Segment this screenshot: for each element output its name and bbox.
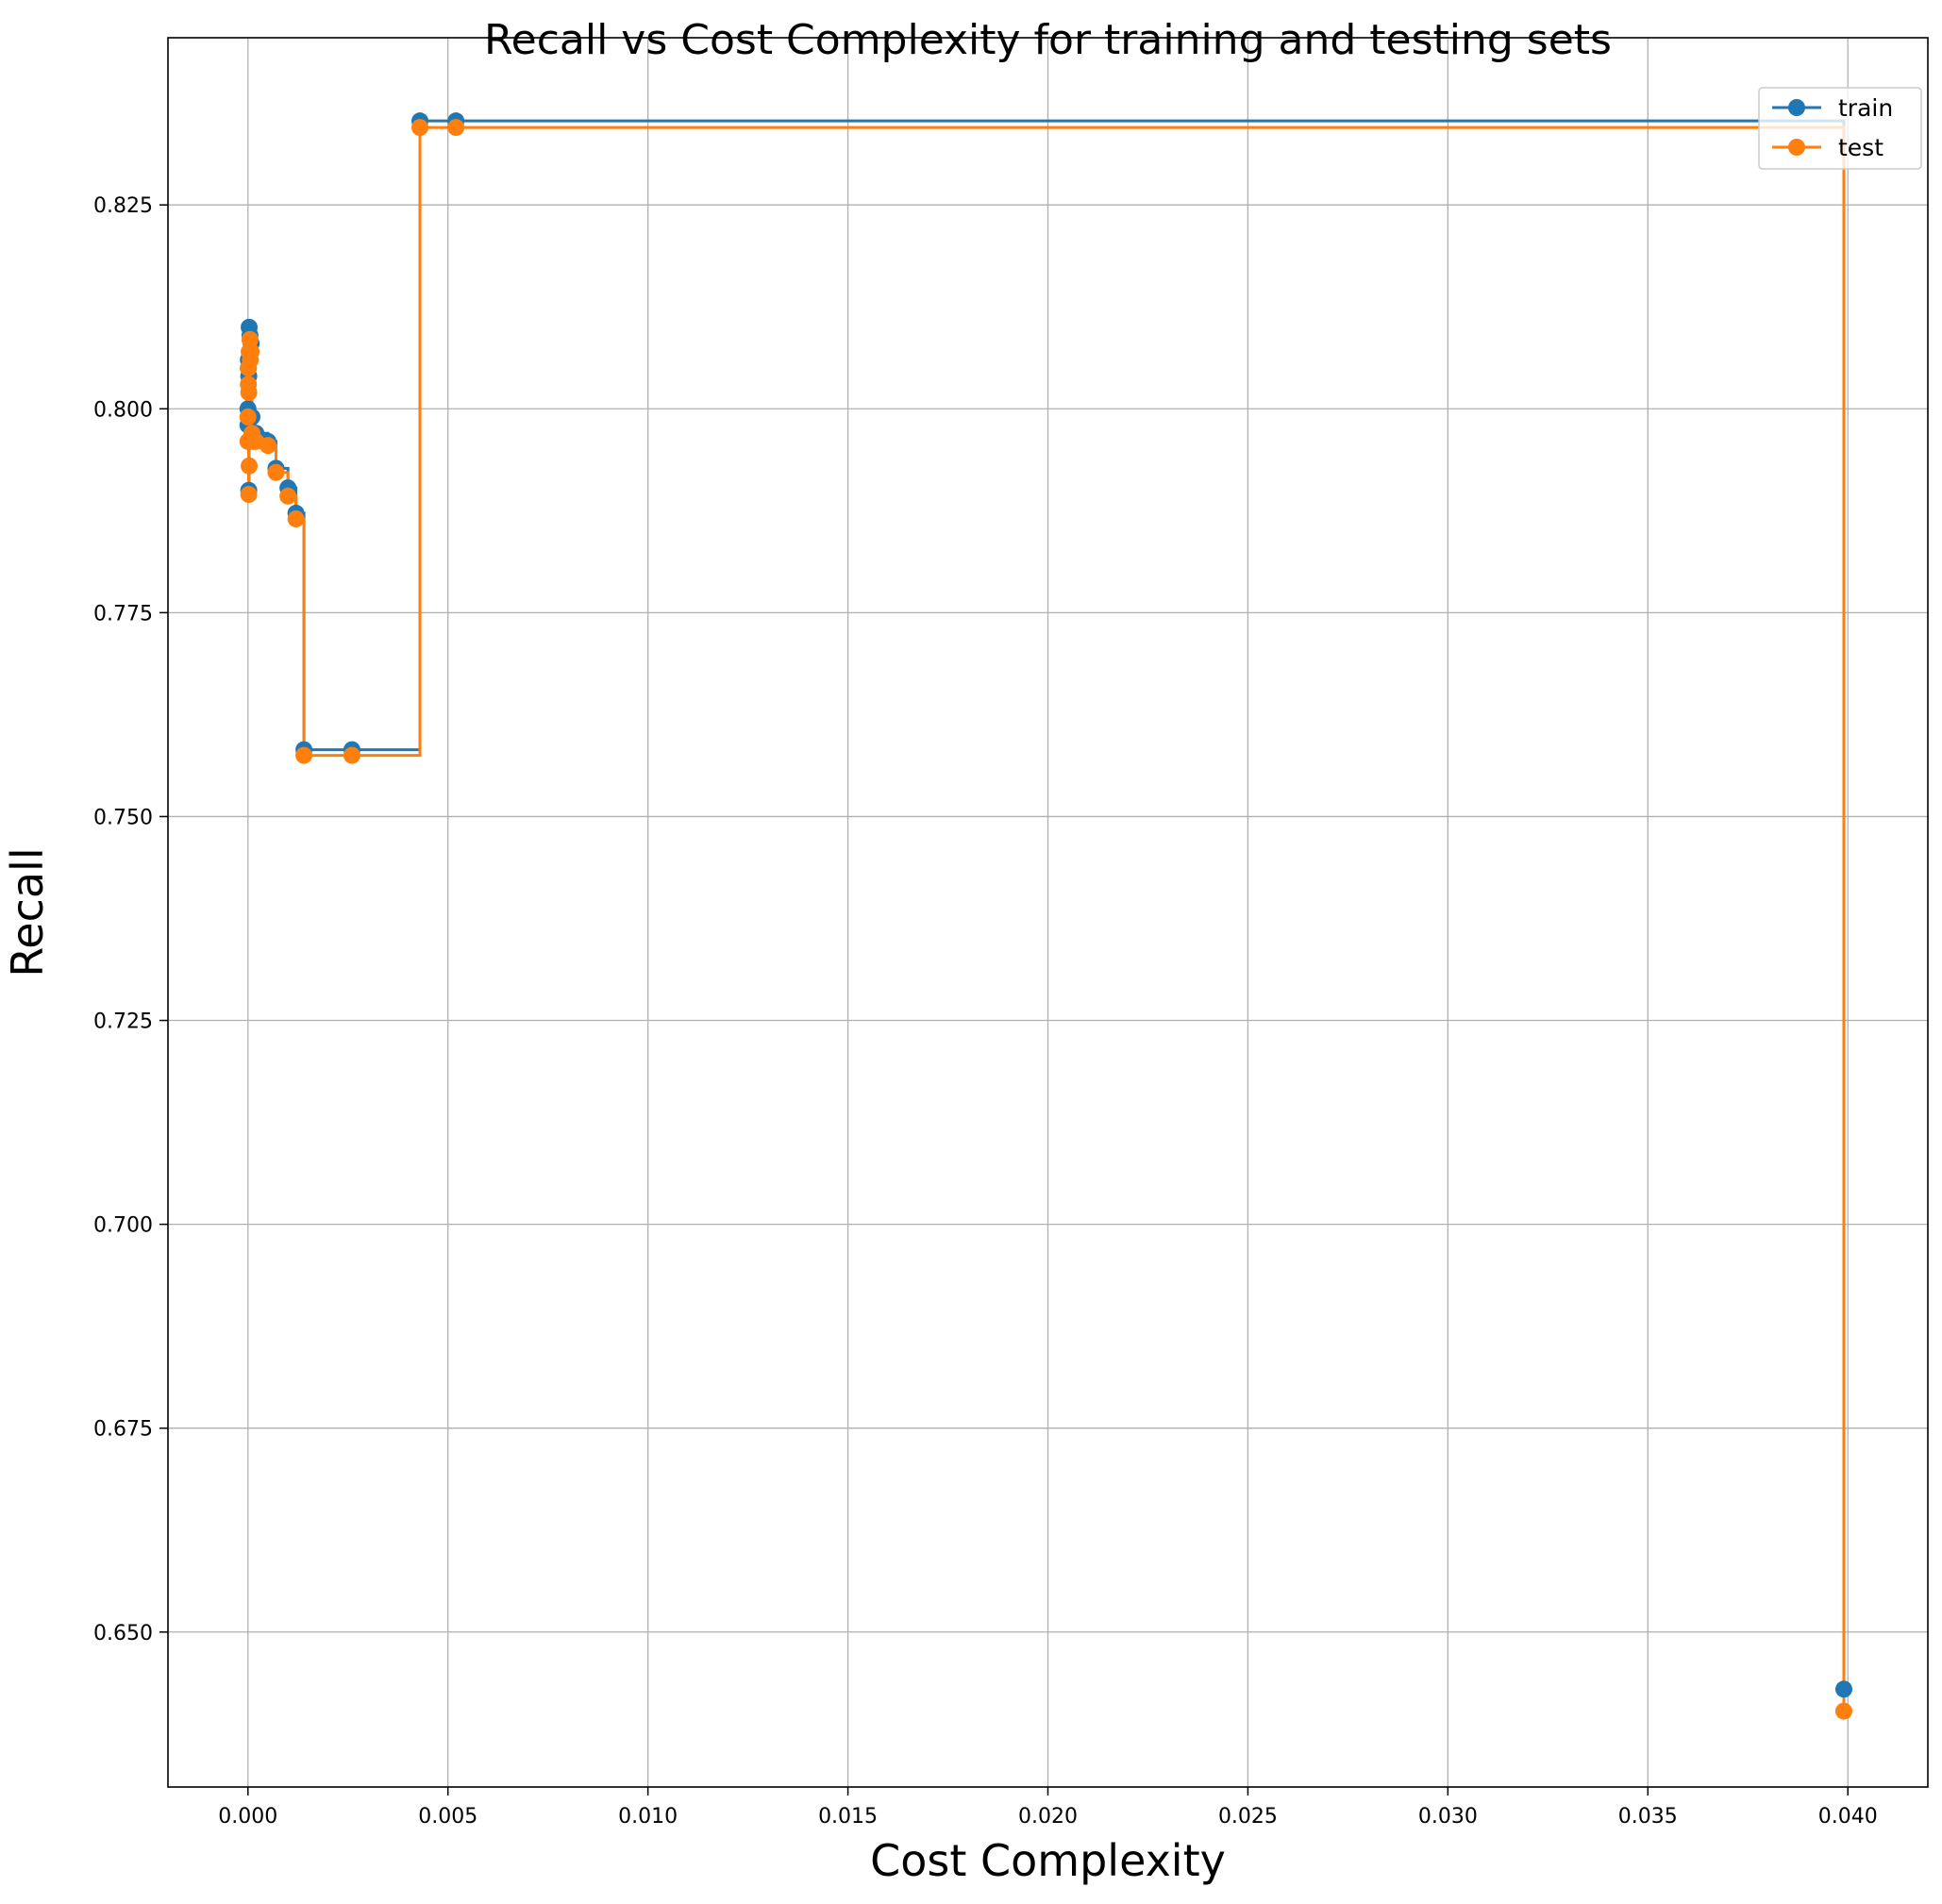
x-tick-label: 0.000 xyxy=(218,1805,277,1829)
y-tick-label: 0.825 xyxy=(93,194,153,218)
test-point xyxy=(259,437,276,455)
test-point xyxy=(239,408,257,426)
test-point xyxy=(241,457,259,475)
x-tick-label: 0.035 xyxy=(1618,1805,1678,1829)
chart-title: Recall vs Cost Complexity for training a… xyxy=(484,16,1612,64)
test-point xyxy=(287,509,305,527)
y-axis-label: Recall xyxy=(2,847,53,977)
test-point xyxy=(240,486,258,504)
series-layer xyxy=(239,112,1852,1720)
grid xyxy=(168,38,1928,1787)
x-tick-label: 0.020 xyxy=(1018,1805,1078,1829)
test-point xyxy=(1834,1702,1852,1720)
legend-item-test: test xyxy=(1772,134,1883,161)
test-point xyxy=(411,119,429,137)
test-point xyxy=(295,746,313,764)
test-point xyxy=(279,487,297,505)
test-point xyxy=(447,119,465,137)
x-tick-label: 0.005 xyxy=(418,1805,477,1829)
legend-marker xyxy=(1788,99,1805,116)
train-point xyxy=(1834,1680,1852,1698)
y-tick-label: 0.800 xyxy=(93,398,153,422)
y-tick-label: 0.725 xyxy=(93,1010,153,1034)
legend-label: test xyxy=(1838,134,1883,161)
test-point xyxy=(240,383,258,401)
test-point xyxy=(241,330,259,348)
x-axis-label: Cost Complexity xyxy=(870,1835,1226,1886)
legend-label: train xyxy=(1838,94,1893,122)
x-tick-label: 0.015 xyxy=(818,1805,878,1829)
x-tick-label: 0.025 xyxy=(1218,1805,1278,1829)
y-tick-label: 0.700 xyxy=(93,1214,153,1238)
y-tick-label: 0.750 xyxy=(93,806,153,829)
x-tick-label: 0.040 xyxy=(1818,1805,1878,1829)
legend: train test xyxy=(1758,87,1922,170)
test-point xyxy=(243,342,260,360)
test-point xyxy=(343,746,360,764)
x-tick-label: 0.030 xyxy=(1418,1805,1478,1829)
legend-marker xyxy=(1788,139,1805,156)
x-tick-label: 0.010 xyxy=(618,1805,678,1829)
y-tick-label: 0.650 xyxy=(93,1622,153,1645)
y-tick-label: 0.675 xyxy=(93,1418,153,1442)
ticks: 0.000 0.005 0.010 0.015 0.020 0.025 0.030 0.035… xyxy=(93,194,1878,1829)
y-tick-label: 0.775 xyxy=(93,602,153,626)
legend-item-train: train xyxy=(1772,94,1893,122)
test-point xyxy=(267,463,285,481)
